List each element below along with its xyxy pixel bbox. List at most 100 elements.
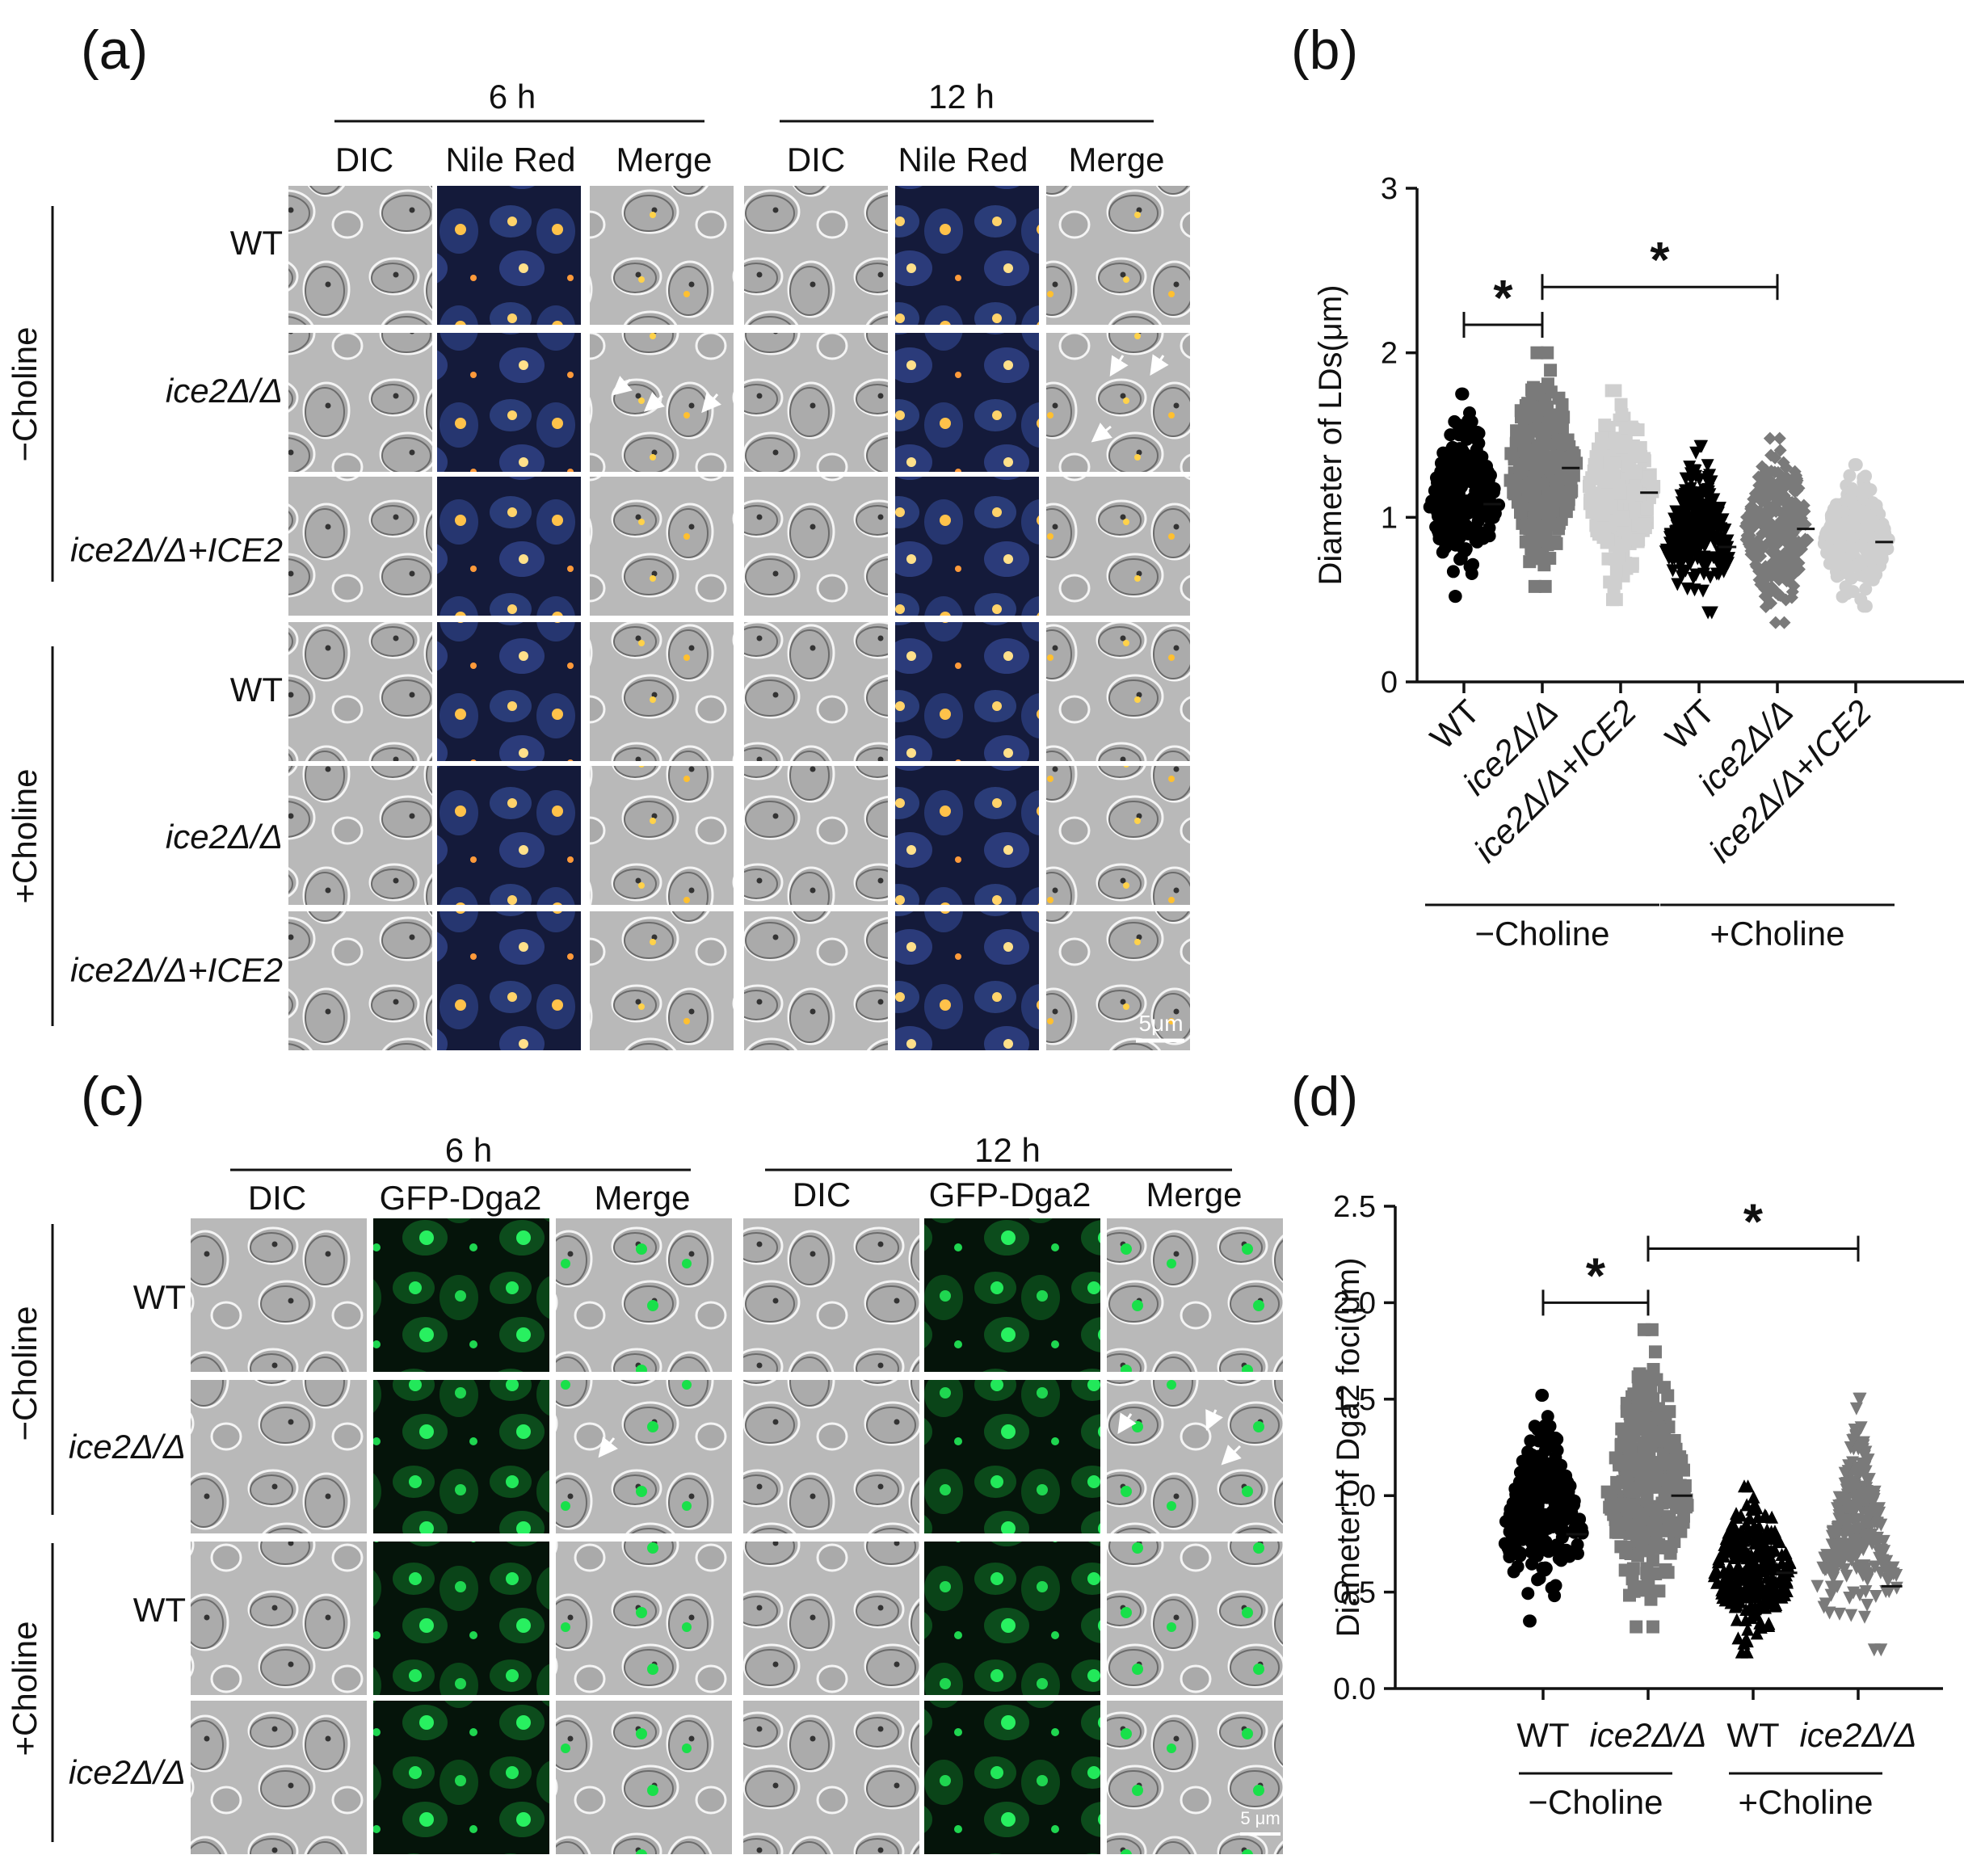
- data-point: [1746, 1561, 1760, 1575]
- data-point: [1533, 551, 1546, 565]
- data-point: [1657, 1381, 1671, 1394]
- data-point: [1609, 564, 1623, 578]
- data-point: [1818, 1563, 1832, 1576]
- data-point: [1710, 506, 1723, 519]
- data-point: [1652, 1537, 1666, 1551]
- data-point: [1452, 503, 1466, 516]
- data-point: [1535, 477, 1549, 491]
- data-point: [1638, 1584, 1651, 1597]
- data-point: [1460, 432, 1474, 446]
- data-point: [1730, 1597, 1743, 1611]
- data-point: [1674, 1525, 1688, 1538]
- data-point: [1550, 494, 1563, 507]
- y-axis-label: Diameter of Dga2 foci(μm): [1331, 1258, 1366, 1638]
- data-point: [1827, 1583, 1840, 1596]
- data-point: [1843, 469, 1857, 482]
- data-point: [1702, 477, 1716, 491]
- data-point: [1712, 1552, 1726, 1566]
- data-point: [1770, 567, 1784, 581]
- significance-star: *: [1743, 1195, 1764, 1251]
- data-point: [1855, 1565, 1869, 1579]
- data-point: [1666, 1460, 1680, 1474]
- data-point: [1857, 1439, 1870, 1453]
- data-point: [1638, 517, 1651, 531]
- condition-label-plus-choline: +Choline: [6, 769, 44, 904]
- y-tick-label: 1: [1381, 501, 1398, 535]
- micrograph-tile: [924, 1218, 1100, 1372]
- micrograph-tile: [1107, 1542, 1283, 1695]
- data-point: [1508, 1482, 1522, 1495]
- y-axis-label: Diameter of LDs(μm): [1313, 285, 1348, 586]
- y-tick-label: 2.0: [1333, 1286, 1376, 1320]
- data-point: [1508, 478, 1521, 492]
- data-point: [1716, 513, 1730, 527]
- x-tick-label: WT: [1658, 692, 1722, 756]
- data-point: [1504, 447, 1518, 461]
- data-point: [1436, 524, 1450, 537]
- data-point: [1823, 1606, 1836, 1620]
- data-point: [1849, 1402, 1863, 1415]
- micrograph-tile: [437, 477, 581, 616]
- micrograph-tile: [556, 1218, 732, 1372]
- micrograph-tile: [590, 477, 734, 616]
- x-tick-label: ice2Δ/Δ: [1799, 1716, 1916, 1754]
- data-point: [1829, 1542, 1843, 1555]
- data-point: [1470, 489, 1483, 503]
- micrograph-tile: [1046, 186, 1190, 325]
- data-point: [1432, 501, 1445, 515]
- micrograph-tile: [744, 622, 888, 761]
- data-point: [1521, 1445, 1535, 1458]
- data-point: [1614, 397, 1628, 411]
- data-point: [1762, 1617, 1776, 1630]
- data-point: [1670, 1500, 1684, 1514]
- significance-star: *: [1586, 1248, 1606, 1304]
- data-point: [1617, 1432, 1630, 1446]
- data-point: [1740, 1498, 1754, 1512]
- arrow-indicator: [1221, 1445, 1242, 1466]
- data-point: [1769, 557, 1783, 571]
- micrograph-tile: [1046, 477, 1190, 616]
- data-point: [1695, 554, 1709, 568]
- data-point: [1779, 469, 1793, 483]
- data-point: [1836, 1537, 1849, 1551]
- data-point: [1615, 440, 1629, 454]
- data-point: [1609, 576, 1622, 590]
- channel-header-nilered-12h: Nile Red: [898, 141, 1028, 179]
- x-tick-label: WT: [1726, 1716, 1779, 1754]
- data-point: [1789, 469, 1803, 482]
- micrograph-tile: [743, 1380, 919, 1533]
- data-point: [1730, 1613, 1743, 1626]
- micrograph-tile: [895, 766, 1039, 905]
- data-point: [1886, 1567, 1900, 1581]
- row-label: ice2Δ/Δ: [166, 818, 283, 856]
- channel-header-nilered-6h: Nile Red: [445, 141, 575, 179]
- micrograph-tile: [437, 186, 581, 325]
- data-point: [1617, 1497, 1630, 1511]
- data-point: [1844, 1609, 1858, 1622]
- data-point: [1872, 1502, 1886, 1516]
- data-point: [1546, 504, 1560, 518]
- data-point: [1760, 1595, 1773, 1609]
- data-point: [1449, 488, 1462, 502]
- data-point: [1778, 555, 1792, 569]
- data-point: [1609, 1525, 1623, 1539]
- micrograph-tile: [288, 766, 432, 905]
- micrograph-tile: [1046, 333, 1190, 472]
- data-point: [1696, 584, 1710, 598]
- data-point: [1843, 1513, 1857, 1527]
- group-label: −Choline: [1475, 915, 1610, 953]
- group-label: +Choline: [1739, 1783, 1874, 1821]
- data-point: [1545, 1581, 1558, 1595]
- data-point: [1792, 535, 1806, 549]
- data-point: [1536, 402, 1550, 416]
- micrograph-tile: [1046, 622, 1190, 761]
- data-point: [1646, 1620, 1659, 1634]
- data-point: [1819, 1597, 1832, 1611]
- data-point: [1648, 1345, 1662, 1359]
- data-point: [1604, 1491, 1618, 1505]
- micrograph-tile: [590, 766, 734, 905]
- data-point: [1472, 531, 1486, 545]
- data-point: [1698, 540, 1712, 553]
